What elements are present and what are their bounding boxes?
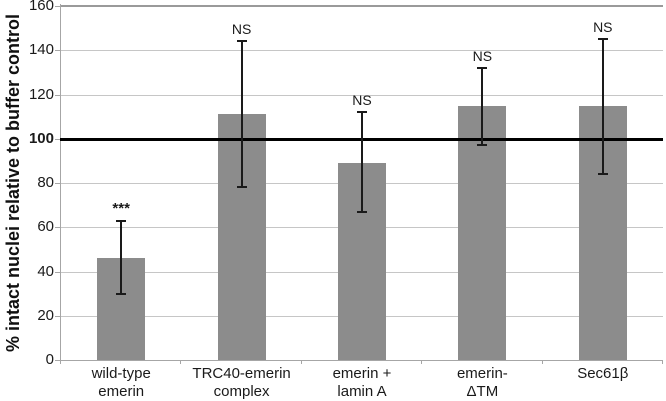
y-tick-label: 0 (45, 351, 54, 368)
x-tick-mark (180, 360, 182, 364)
x-tick-mark (421, 360, 423, 364)
y-tick-label: 160 (28, 0, 54, 14)
error-cap-bottom (597, 173, 608, 176)
error-cap-bottom (236, 186, 247, 189)
x-category-label: Sec61β (577, 365, 629, 382)
error-cap-top (597, 38, 608, 41)
y-tick-mark (55, 94, 60, 96)
bar (458, 105, 507, 360)
gridline (61, 5, 663, 7)
y-tick-label: 100 (28, 129, 54, 147)
x-category-label: TRC40-emerin complex (192, 365, 291, 400)
error-cap-top (477, 66, 488, 69)
y-tick-label: 40 (37, 262, 54, 280)
y-tick-mark (55, 360, 60, 361)
y-tick-mark (55, 138, 60, 140)
gridline (61, 94, 663, 96)
error-cap-bottom (357, 210, 367, 213)
x-tick-mark (662, 360, 663, 364)
error-whisker (481, 67, 484, 146)
error-cap-bottom (477, 144, 488, 147)
y-tick-mark (55, 183, 60, 184)
significance-label: *** (112, 199, 130, 217)
x-tick-mark (60, 360, 61, 364)
y-tick-label: 80 (37, 174, 54, 191)
error-cap-top (116, 219, 127, 222)
x-category-label: emerin + lamin A (332, 365, 392, 400)
y-tick-mark (55, 315, 60, 317)
x-tick-mark (541, 360, 543, 364)
x-category-label: wild-type emerin (91, 365, 151, 400)
error-cap-top (357, 111, 367, 114)
gridline (61, 50, 663, 52)
x-axis-line (60, 360, 663, 361)
error-cap-top (236, 40, 247, 43)
error-whisker (120, 220, 123, 294)
significance-label: NS (352, 92, 372, 109)
error-whisker (240, 41, 243, 188)
error-whisker (601, 39, 604, 175)
y-tick-label: 120 (28, 85, 54, 103)
significance-label: NS (231, 21, 252, 38)
y-tick-label: 20 (37, 306, 54, 324)
y-tick-label: 60 (37, 218, 54, 236)
significance-label: NS (593, 19, 613, 36)
x-tick-mark (300, 360, 302, 364)
y-tick-mark (55, 50, 60, 52)
significance-label: NS (472, 47, 493, 64)
y-tick-mark (55, 227, 60, 229)
x-category-label: emerin- ΔTM (456, 365, 508, 400)
y-tick-mark (55, 6, 60, 7)
error-cap-bottom (116, 292, 127, 295)
y-axis-line (60, 4, 61, 361)
y-tick-label: 140 (28, 41, 54, 59)
y-tick-mark (55, 271, 60, 273)
error-whisker (361, 112, 363, 212)
